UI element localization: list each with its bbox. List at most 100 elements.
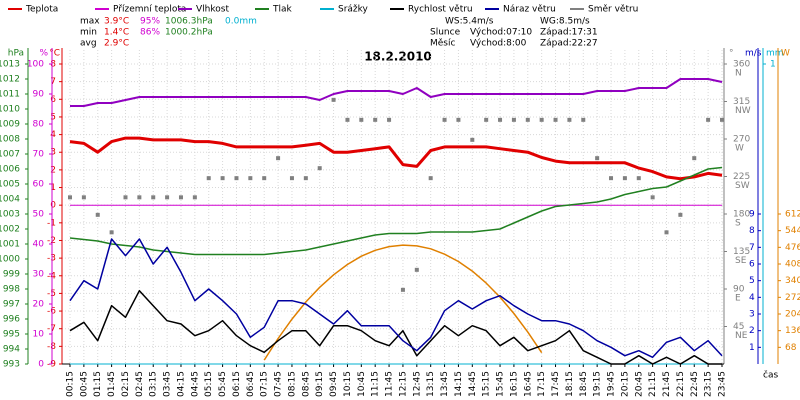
x-tick-label: 17:45 [551,371,561,397]
stat-temp: 1.4°C [104,28,129,38]
x-tick-label: 02:15 [121,371,131,397]
legend-label: Náraz větru [503,5,556,15]
compass-label: W [735,144,744,154]
tick-label: 1012 [0,75,20,85]
direction-point [567,117,572,122]
x-tick-label: 07:45 [274,371,284,397]
direction-point [248,176,253,181]
tick-label: 50 [33,210,45,220]
direction-point [456,117,461,122]
direction-point [720,117,724,122]
tick-label: 45 [733,322,744,332]
stat-temp: 2.9°C [104,39,129,49]
tick-label: 995 [3,330,20,340]
chart-title: 18.2.2010 [364,50,432,64]
tick-label: 998 [3,285,20,295]
x-tick-label: 10:15 [343,371,353,397]
x-tick-label: 04:15 [176,371,186,397]
direction-point [414,267,419,272]
tick-label: 612 [785,210,800,220]
x-tick-label: 03:15 [149,371,159,397]
x-tick-label: 21:15 [648,371,658,397]
tick-label: 7 [50,77,56,87]
direction-point [68,195,72,200]
tick-label: 90 [33,90,45,100]
tick-label: 8 [749,226,755,236]
tick-label: 135 [733,247,750,257]
x-tick-label: 08:15 [287,371,297,397]
tick-label: 8 [50,60,56,70]
series-line [70,78,723,107]
x-tick-label: 16:15 [509,371,519,397]
axis-label: % [39,49,48,59]
series-line [69,238,723,359]
compass-label: SE [735,256,747,266]
x-tick-label: 13:15 [426,371,436,397]
tick-label: 999 [3,270,20,280]
tick-label: 476 [785,243,800,253]
direction-point [262,176,267,181]
direction-point [178,195,183,200]
stat-label: avg [80,39,97,49]
direction-point [109,230,114,235]
x-tick-label: 02:45 [135,371,145,397]
tick-label: 2 [50,165,56,175]
direction-point [664,230,669,235]
stat-temp: 3.9°C [104,17,129,27]
sun-info: Západ:17:31 [540,28,598,38]
direction-point [706,117,711,122]
x-axis-label: čas [763,370,778,381]
x-tick-label: 20:15 [620,371,630,397]
x-tick-label: 20:45 [634,371,644,397]
x-tick-label: 09:45 [329,371,339,397]
x-tick-label: 01:45 [107,371,117,397]
direction-point [678,212,683,217]
axis-label: m/s [745,49,762,59]
series-line [69,289,722,365]
legend-label: Přízemní teplota [113,5,186,15]
tick-label: 5 [50,112,56,122]
x-tick-label: 10:45 [357,371,367,397]
tick-label: 1011 [0,90,20,100]
tick-label: 7 [749,243,755,253]
compass-label: NW [735,106,751,116]
direction-point [289,176,294,181]
direction-point [331,97,336,102]
legend-label: Tlak [272,5,293,15]
tick-label: 1008 [0,135,20,145]
direction-point [81,195,86,200]
direction-point [442,117,447,122]
x-tick-label: 18:45 [579,371,589,397]
tick-label: 0 [50,201,56,211]
wind-stat: WS:5.4m/s [445,17,494,27]
wind-stat: WG:8.5m/s [540,17,590,27]
tick-label: 5 [749,276,755,286]
tick-label: 4 [749,293,755,303]
moon-info: Východ:8:00 [470,39,527,49]
direction-point [317,166,322,171]
legend-label: Teplota [25,5,58,15]
compass-label: SW [735,181,750,191]
x-tick-label: 17:15 [537,371,547,397]
x-tick-label: 14:45 [468,371,478,397]
tick-label: 90 [733,285,745,295]
x-tick-label: 05:45 [218,371,228,397]
tick-label: 204 [785,310,800,320]
tick-label: 408 [785,260,800,270]
direction-point [387,117,392,122]
tick-label: 100 [27,60,44,70]
stat-label: min [80,28,97,38]
tick-label: 6 [50,95,56,105]
sun-info: Slunce [430,28,461,38]
legend-label: Směr větru [588,5,638,15]
tick-label: 6 [749,260,755,270]
tick-label: 1 [50,183,56,193]
direction-point [400,287,405,292]
direction-point [151,195,156,200]
tick-label: 993 [3,360,20,370]
legend-label: Rychlost větru [408,5,473,15]
x-tick-label: 00:15 [66,371,76,397]
x-tick-label: 01:15 [93,371,103,397]
direction-point [470,137,475,142]
direction-point [539,117,544,122]
